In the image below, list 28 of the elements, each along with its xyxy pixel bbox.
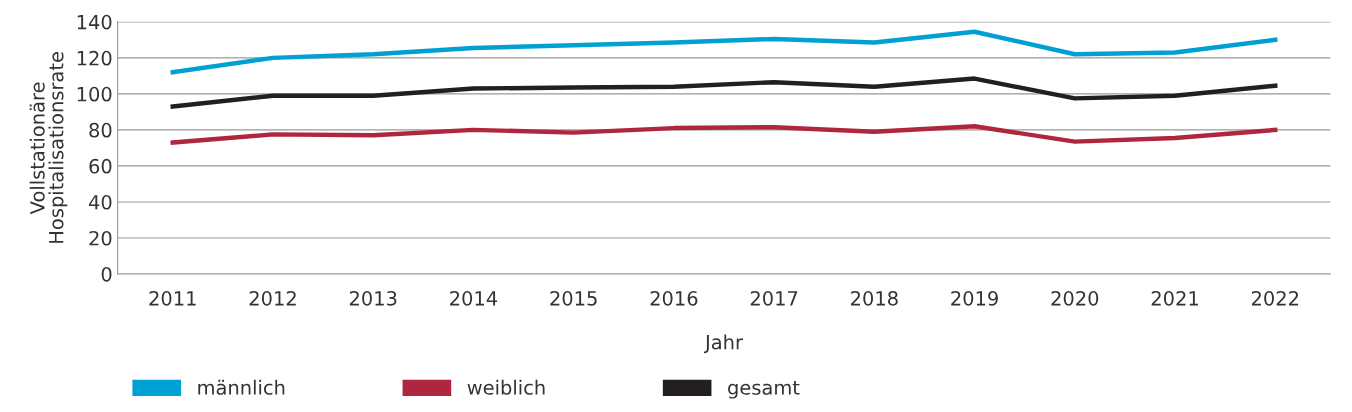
x-tick-label: 2021 — [1151, 290, 1198, 306]
line-series — [170, 29, 1278, 75]
line-series — [170, 124, 1278, 145]
y-tick-label: 100 — [77, 86, 112, 102]
y-tick-label: 60 — [89, 158, 112, 174]
y-tick-label: 40 — [88, 194, 112, 210]
line-series — [170, 76, 1278, 109]
legend-label: weiblich — [467, 379, 545, 395]
y-tick-label: 0 — [101, 266, 112, 282]
y-tick-label: 120 — [77, 50, 112, 66]
y-axis-title: Vollstationäre Hospitalisationsrate — [29, 52, 68, 243]
x-tick-label: 2017 — [750, 290, 798, 306]
x-axis-title: Jahr — [704, 334, 743, 354]
legend-label: gesamt — [728, 380, 800, 399]
x-tick-label: 2011 — [149, 290, 196, 306]
x-tick-label: 2014 — [450, 290, 498, 306]
x-tick-label: 2022 — [1251, 290, 1299, 306]
y-tick-label: 80 — [89, 122, 112, 138]
x-tick-label: 2016 — [650, 290, 698, 306]
x-tick-label: 2019 — [951, 290, 998, 306]
x-tick-label: 2020 — [1051, 290, 1099, 306]
legend-label: männlich — [198, 379, 285, 395]
x-tick-label: 2012 — [249, 290, 296, 306]
x-tick-label: 2018 — [851, 290, 898, 306]
x-tick-label: 2013 — [349, 290, 397, 306]
x-tick-label: 2015 — [550, 290, 597, 306]
y-tick-label: 140 — [77, 14, 112, 30]
y-tick-label: 20 — [89, 230, 112, 246]
